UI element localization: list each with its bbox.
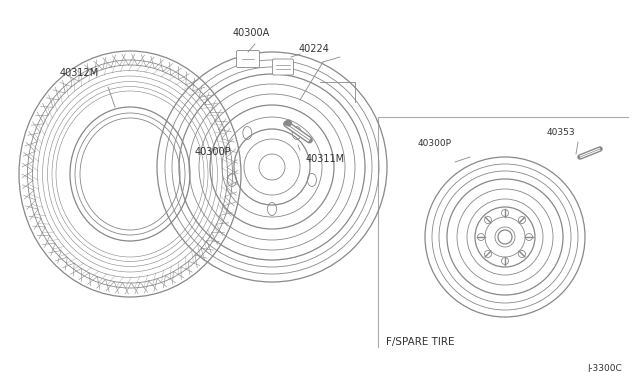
Text: 40312M: 40312M bbox=[60, 68, 99, 78]
Text: 40353: 40353 bbox=[547, 128, 575, 137]
Text: 40311M: 40311M bbox=[306, 154, 345, 164]
FancyBboxPatch shape bbox=[237, 51, 259, 67]
Text: 40300A: 40300A bbox=[233, 28, 270, 38]
Text: J-3300C: J-3300C bbox=[588, 364, 622, 372]
Circle shape bbox=[285, 120, 292, 126]
Text: 40300P: 40300P bbox=[418, 139, 452, 148]
Text: F/SPARE TIRE: F/SPARE TIRE bbox=[386, 337, 454, 347]
Text: 40224: 40224 bbox=[299, 44, 330, 54]
FancyBboxPatch shape bbox=[273, 59, 294, 75]
Text: 40300P: 40300P bbox=[195, 147, 232, 157]
Circle shape bbox=[495, 227, 515, 247]
